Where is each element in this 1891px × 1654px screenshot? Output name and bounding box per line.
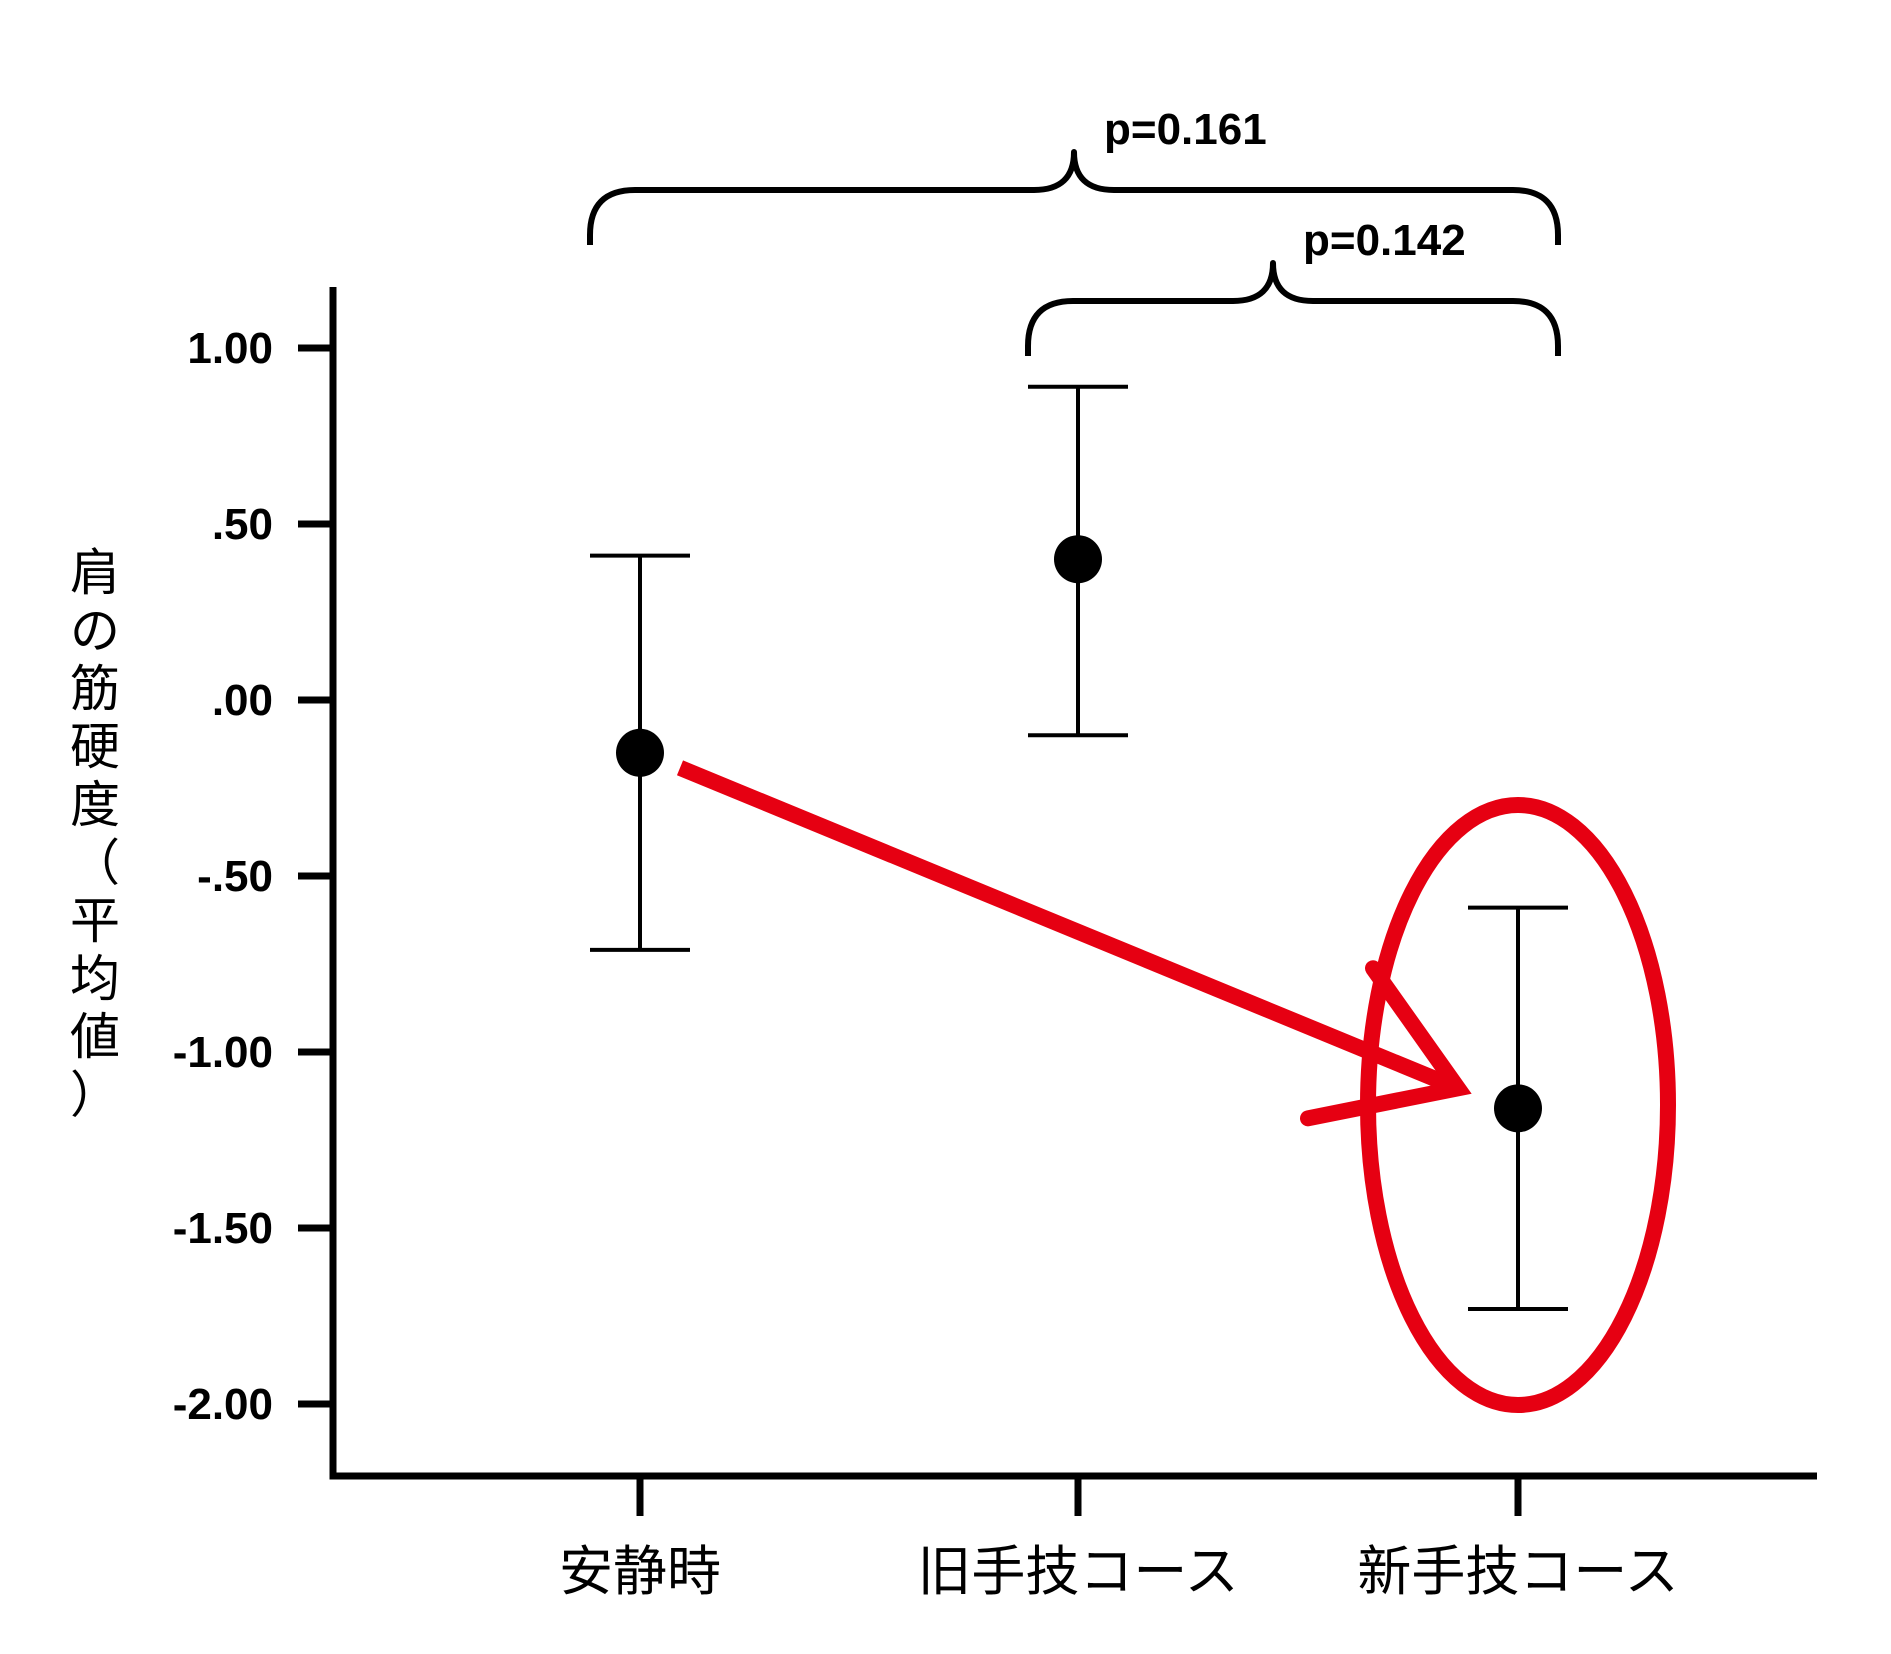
p-value-label: p=0.161 [1104,105,1267,154]
highlight-overlay [676,760,1676,1413]
y-tick-label: -.50 [197,852,273,901]
significance-bracket [1025,260,1561,356]
x-category-label: 新手技コース [1357,1540,1678,1603]
mean-point [1494,1084,1542,1133]
highlight-arrow-shaft [676,760,1462,1096]
y-tick-label: .50 [212,500,273,549]
highlight-arrow-head [1300,960,1472,1127]
mean-point [616,728,664,777]
axes [329,287,1817,1480]
axis-lines [329,287,1817,1480]
y-axis-label: 肩の筋硬度（平均値） [70,544,120,1124]
significance-bracket [587,149,1561,245]
significance-annotations: p=0.161 p=0.142 [587,105,1561,356]
x-category-label: 安静時 [559,1540,721,1603]
y-tick-label: -1.00 [173,1028,273,1077]
x-category-label: 旧手技コース [917,1540,1238,1603]
y-tick-label: 1.00 [187,324,273,373]
y-tick-label: -2.00 [173,1380,273,1429]
y-tick-label: .00 [212,676,273,725]
p-value-label: p=0.142 [1303,216,1466,265]
x-ticks: 安静時 旧手技コース 新手技コース [559,1476,1679,1603]
mean-point [1054,535,1102,584]
y-ticks: 1.00 .50 .00 -.50 -1.00 -1.50 -2.00 [173,324,333,1429]
error-bars [590,384,1568,1311]
highlight-ellipse [1360,797,1676,1413]
y-tick-label: -1.50 [173,1204,273,1253]
